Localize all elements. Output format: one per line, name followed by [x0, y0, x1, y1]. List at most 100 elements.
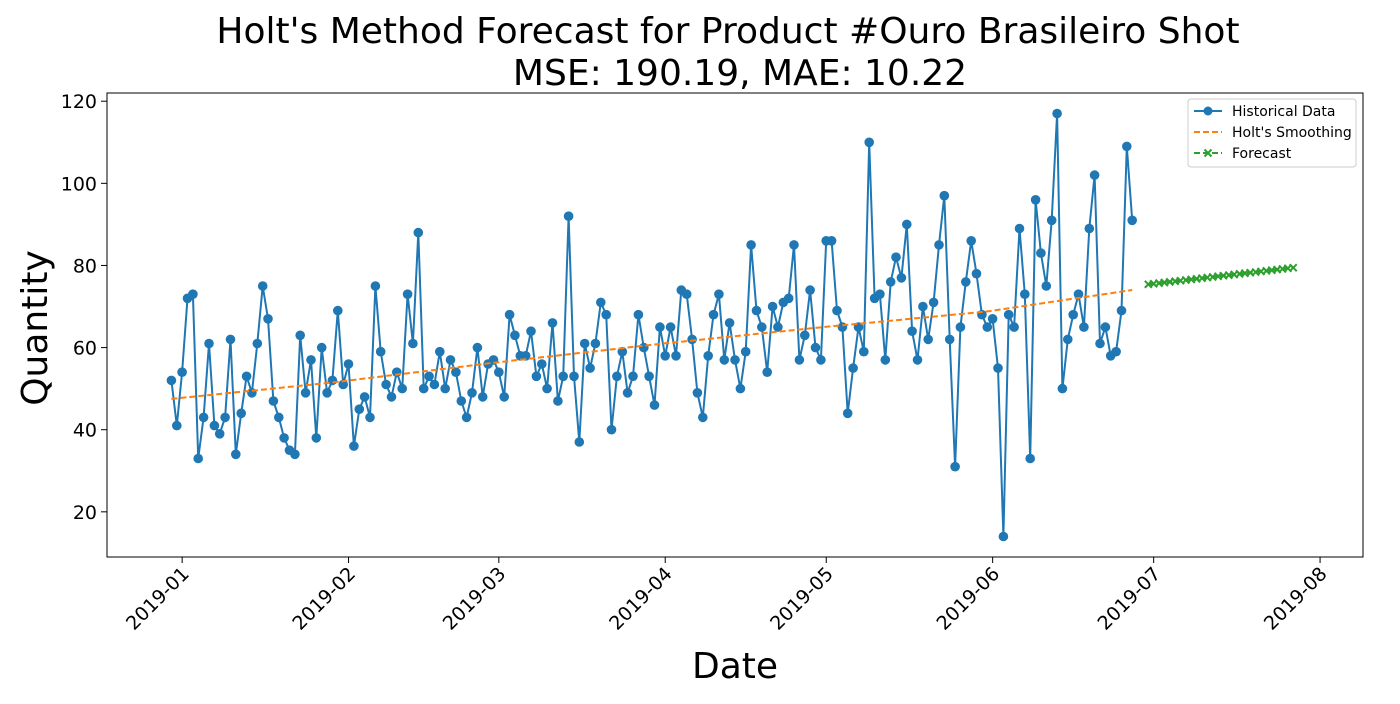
historical-data-point — [902, 219, 912, 230]
historical-data-point — [751, 305, 762, 316]
historical-data-point — [477, 392, 488, 402]
historical-data-point — [295, 330, 306, 341]
historical-data-point — [531, 371, 542, 382]
historical-data-point — [590, 338, 601, 349]
historical-data-point — [510, 330, 520, 341]
historical-data-point — [338, 379, 349, 390]
historical-data-point — [440, 383, 451, 394]
historical-data-point — [193, 453, 203, 464]
historical-data-point — [381, 379, 391, 390]
historical-data-point — [665, 322, 676, 332]
plot-area — [106, 92, 1364, 558]
historical-data-point — [724, 318, 735, 328]
historical-data-point — [418, 383, 429, 394]
y-tick-label: 60 — [73, 338, 97, 360]
historical-data-point — [445, 355, 456, 365]
historical-data-point — [209, 420, 220, 431]
legend-label-forecast: Forecast — [1232, 146, 1292, 162]
historical-data-point — [290, 449, 300, 460]
historical-data-point — [596, 297, 606, 308]
forecast-point — [1289, 263, 1298, 272]
historical-data-point — [424, 371, 434, 382]
historical-data-point — [343, 359, 354, 369]
legend-item-historical: Historical Data — [1194, 104, 1335, 120]
historical-data-point — [842, 408, 853, 419]
y-tick-label: 100 — [61, 173, 97, 195]
historical-data-point — [225, 334, 236, 345]
historical-data-point — [950, 461, 960, 472]
historical-data-point — [993, 363, 1003, 373]
historical-data-point — [923, 334, 933, 345]
historical-data-point — [606, 424, 617, 435]
historical-data-point — [885, 277, 896, 287]
y-tick-label: 40 — [73, 420, 97, 442]
historical-data-point — [397, 383, 408, 394]
historical-data-point — [837, 322, 848, 332]
historical-data-point — [252, 338, 263, 349]
historical-data-point — [499, 392, 510, 402]
historical-data-point — [1057, 383, 1068, 394]
historical-data-point — [241, 371, 252, 382]
historical-data-point — [880, 355, 891, 365]
historical-data-point — [472, 342, 483, 353]
y-tick-label: 20 — [73, 502, 97, 524]
historical-data-point — [375, 346, 386, 357]
historical-data-point — [708, 309, 719, 320]
y-axis: 20 40 60 80 100 120 — [61, 91, 107, 524]
historical-data-point — [612, 371, 622, 382]
historical-data-point — [671, 351, 681, 361]
historical-data-point — [574, 437, 585, 447]
historical-data-point — [746, 240, 756, 250]
historical-data-point — [730, 355, 740, 365]
y-tick-label: 80 — [73, 255, 97, 277]
historical-data-point — [220, 412, 230, 423]
historical-data-point — [1063, 334, 1073, 345]
historical-data-point — [1127, 215, 1137, 226]
forecast-line — [1148, 266, 1294, 286]
historical-data-point — [268, 396, 279, 406]
historical-data-point — [767, 301, 778, 312]
holts-smoothing-line — [171, 289, 1133, 400]
historical-data-point — [306, 355, 316, 365]
historical-data-point — [166, 375, 177, 386]
historical-data-point — [558, 371, 568, 382]
historical-data-point — [547, 318, 558, 328]
historical-data-point — [274, 412, 284, 423]
x-axis-label: Date — [692, 646, 778, 687]
historical-data-point — [279, 433, 289, 443]
historical-data-point — [386, 392, 397, 402]
historical-data-point — [1030, 195, 1041, 205]
legend-label-historical: Historical Data — [1232, 104, 1335, 120]
historical-data-point — [1116, 305, 1127, 316]
historical-data-point — [349, 441, 359, 451]
chart-title: Holt's Method Forecast for Product #Ouro… — [216, 11, 1239, 52]
historical-data-point — [794, 355, 805, 365]
historical-data-point — [467, 388, 477, 398]
series-layer — [166, 108, 1298, 542]
historical-data-point — [719, 355, 730, 365]
historical-data-point — [859, 346, 869, 357]
historical-data-point — [370, 281, 381, 291]
historical-data-point — [569, 371, 579, 382]
historical-data-point — [408, 338, 418, 349]
historical-data-point — [198, 412, 209, 423]
historical-data-point — [848, 363, 858, 373]
historical-data-point — [1041, 281, 1052, 291]
historical-data-point — [622, 388, 633, 398]
historical-data-point — [1084, 223, 1095, 234]
historical-data-point — [944, 334, 955, 345]
y-axis-label: Quantity — [15, 250, 56, 406]
historical-data-point — [365, 412, 375, 423]
historical-data-point — [1111, 346, 1121, 357]
legend-item-smoothing: Holt's Smoothing — [1194, 125, 1352, 141]
historical-data-point — [451, 367, 461, 378]
historical-data-point — [907, 326, 917, 337]
historical-data-point — [740, 346, 751, 357]
historical-data-point — [703, 351, 713, 361]
historical-data-point — [1009, 322, 1019, 332]
historical-data-point — [402, 289, 413, 300]
historical-data-point — [810, 342, 821, 353]
historical-data-point — [1100, 322, 1111, 332]
historical-data-point — [354, 404, 365, 415]
